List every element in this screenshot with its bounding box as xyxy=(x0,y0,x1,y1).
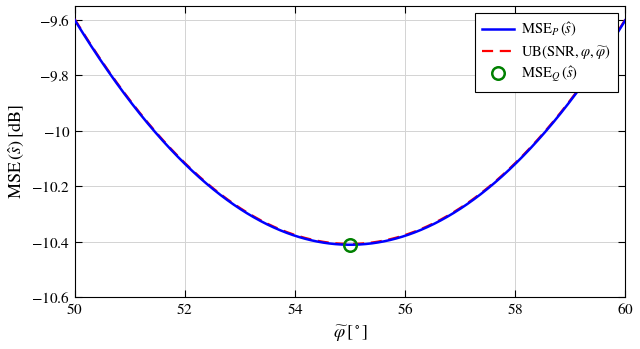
$\mathrm{MSE}_P\,(\hat{s})$ xyxy=(71,18,79,22)
$\mathrm{UB}(\mathrm{SNR},\varphi,\widetilde{\varphi})$ xyxy=(511,162,518,166)
$\mathrm{MSE}_P\,(\hat{s})$ xyxy=(127,100,135,104)
$\mathrm{UB}(\mathrm{SNR},\varphi,\widetilde{\varphi})$ xyxy=(314,239,321,243)
Legend: $\mathrm{MSE}_P\,(\hat{s})$, $\mathrm{UB}(\mathrm{SNR},\varphi,\widetilde{\varph: $\mathrm{MSE}_P\,(\hat{s})$, $\mathrm{UB… xyxy=(475,13,618,92)
$\mathrm{MSE}_P\,(\hat{s})$ xyxy=(501,172,509,176)
Line: $\mathrm{UB}(\mathrm{SNR},\varphi,\widetilde{\varphi})$: $\mathrm{UB}(\mathrm{SNR},\varphi,\widet… xyxy=(75,19,625,244)
$\mathrm{MSE}_P\,(\hat{s})$ xyxy=(511,162,518,166)
X-axis label: $\widetilde{\varphi}\,[^\circ]$: $\widetilde{\varphi}\,[^\circ]$ xyxy=(333,323,367,343)
$\mathrm{UB}(\mathrm{SNR},\varphi,\widetilde{\varphi})$ xyxy=(71,17,79,21)
$\mathrm{MSE}_P\,(\hat{s})$ xyxy=(314,239,321,244)
$\mathrm{UB}(\mathrm{SNR},\varphi,\widetilde{\varphi})$ xyxy=(501,171,509,175)
$\mathrm{MSE}_P\,(\hat{s})$ xyxy=(621,18,629,22)
$\mathrm{MSE}_P\,(\hat{s})$ xyxy=(294,235,301,239)
$\mathrm{UB}(\mathrm{SNR},\varphi,\widetilde{\varphi})$ xyxy=(346,242,354,246)
$\mathrm{UB}(\mathrm{SNR},\varphi,\widetilde{\varphi})$ xyxy=(294,233,301,238)
$\mathrm{MSE}_P\,(\hat{s})$ xyxy=(346,243,354,247)
Line: $\mathrm{MSE}_P\,(\hat{s})$: $\mathrm{MSE}_P\,(\hat{s})$ xyxy=(75,20,625,245)
$\mathrm{UB}(\mathrm{SNR},\varphi,\widetilde{\varphi})$ xyxy=(450,210,458,214)
$\mathrm{UB}(\mathrm{SNR},\varphi,\widetilde{\varphi})$ xyxy=(127,99,135,104)
$\mathrm{UB}(\mathrm{SNR},\varphi,\widetilde{\varphi})$ xyxy=(621,17,629,21)
Y-axis label: $\mathrm{MSE}\,(\hat{s})\;[\mathrm{dB}]$: $\mathrm{MSE}\,(\hat{s})\;[\mathrm{dB}]$ xyxy=(6,104,26,199)
$\mathrm{MSE}_P\,(\hat{s})$ xyxy=(450,211,458,215)
